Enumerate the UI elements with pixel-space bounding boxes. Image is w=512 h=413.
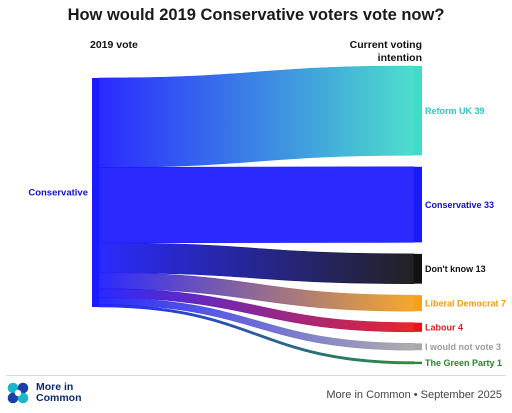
target-node-labour bbox=[414, 322, 422, 332]
target-label-the-green-party: The Green Party 1 bbox=[425, 358, 502, 368]
target-label-labour: Labour 4 bbox=[425, 323, 463, 333]
target-node-don-t-know bbox=[414, 253, 422, 284]
right-column-header-line2: intention bbox=[378, 52, 422, 64]
target-node-i-would-not-vote bbox=[414, 343, 422, 351]
target-label-liberal-democrat: Liberal Democrat 7 bbox=[425, 298, 506, 308]
target-label-don-t-know: Don't know 13 bbox=[425, 264, 486, 274]
link-reform-uk bbox=[98, 65, 415, 168]
footer-divider bbox=[6, 375, 506, 376]
target-label-conservative: Conservative 33 bbox=[425, 200, 494, 210]
source-node-conservative bbox=[92, 78, 99, 307]
target-node-liberal-democrat bbox=[414, 295, 422, 312]
link-conservative bbox=[98, 166, 415, 244]
target-node-the-green-party bbox=[414, 361, 422, 364]
left-column-header: 2019 vote bbox=[90, 39, 138, 51]
target-node-conservative bbox=[414, 166, 422, 243]
right-column-header: Current voting bbox=[350, 39, 422, 51]
footer-credit: More in Common • September 2025 bbox=[326, 389, 502, 401]
target-node-reform-uk bbox=[414, 66, 422, 156]
brand-logo: More in Common bbox=[6, 381, 86, 405]
chart-title: How would 2019 Conservative voters vote … bbox=[67, 6, 445, 24]
brand-logo-text: More in Common bbox=[36, 381, 82, 404]
brand-logo-icon bbox=[7, 382, 29, 404]
target-label-reform-uk: Reform UK 39 bbox=[425, 106, 485, 116]
sankey-links bbox=[98, 65, 415, 365]
target-label-i-would-not-vote: I would not vote 3 bbox=[425, 342, 501, 352]
source-node-label: Conservative bbox=[28, 188, 88, 199]
sankey-nodes bbox=[92, 66, 422, 364]
